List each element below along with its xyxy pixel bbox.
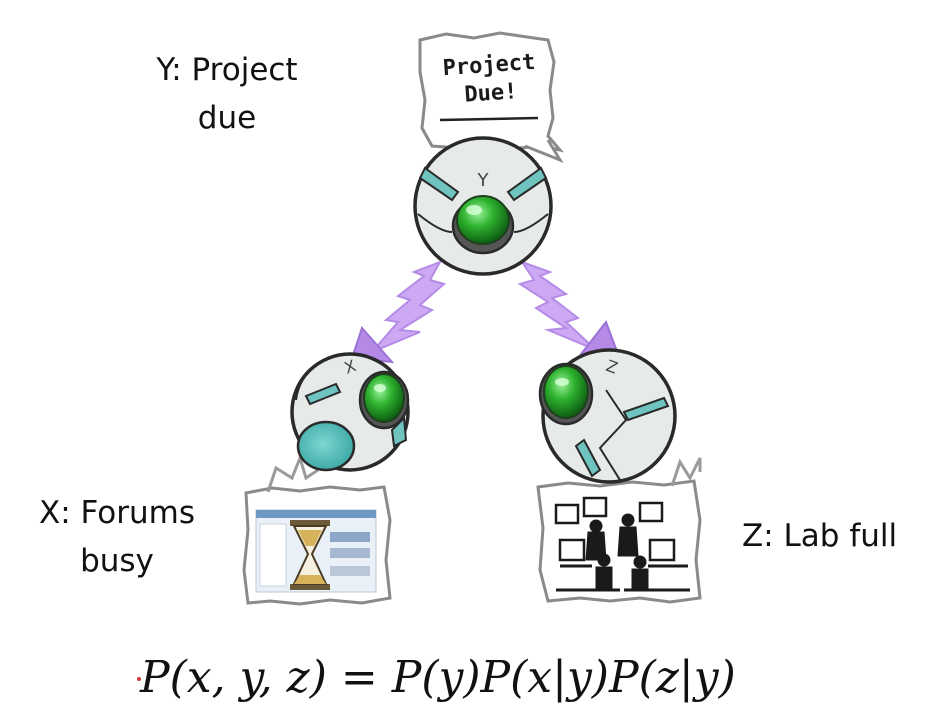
node-y-letter: Y (477, 170, 490, 191)
speech-bubble-z (536, 457, 702, 604)
lightning-arrow-y-to-z (517, 260, 620, 360)
speech-bubble-x (242, 453, 392, 606)
hourglass-icon (290, 520, 330, 590)
speech-bubble-y (418, 31, 565, 164)
node-y-label: Y: Project due (142, 46, 312, 142)
bubble-y-text: Project Due! (428, 48, 552, 112)
node-z (538, 348, 677, 484)
joint-probability-formula: P(x, y, z) = P(y)P(x|y)P(z|y) (140, 648, 840, 708)
node-x (290, 352, 410, 472)
lightning-arrow-y-to-x (350, 260, 447, 364)
node-x-label-line1: X: Forums (39, 495, 195, 531)
bubble-underline (439, 116, 539, 122)
pointer-dot (137, 677, 141, 681)
node-y (413, 136, 553, 276)
formula-text: P(x, y, z) = P(y)P(x|y)P(z|y) (140, 652, 736, 703)
node-y-label-line1: Y: Project (156, 52, 298, 88)
node-x-label-line2: busy (80, 543, 154, 579)
node-z-label: Z: Lab full (742, 512, 912, 560)
node-z-label-line1: Z: Lab full (742, 518, 898, 554)
node-x-label: X: Forums busy (22, 489, 212, 585)
lab-people-icon (554, 496, 690, 592)
node-y-label-line2: due (197, 100, 257, 136)
